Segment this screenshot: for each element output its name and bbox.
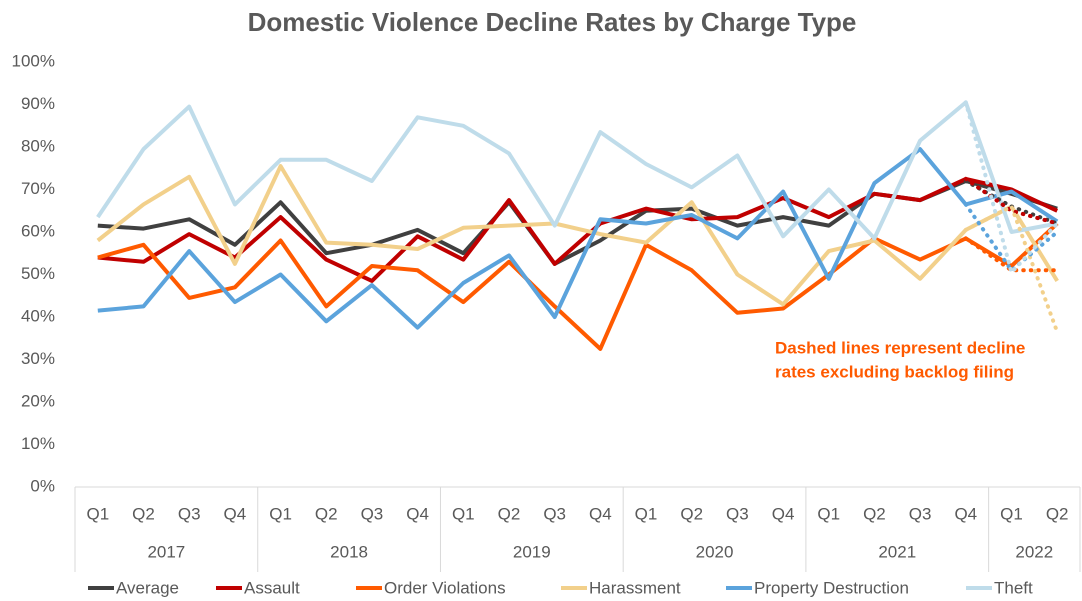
x-tick-label: Q3 — [361, 504, 384, 523]
series-line — [96, 100, 1058, 241]
x-tick-label: Q2 — [315, 504, 338, 523]
legend-label: Theft — [994, 578, 1033, 597]
year-label: 2020 — [696, 542, 734, 561]
y-tick-label: 20% — [21, 391, 55, 410]
x-tick-label: Q1 — [452, 504, 475, 523]
legend-label: Average — [116, 578, 179, 597]
x-tick-label: Q3 — [726, 504, 749, 523]
x-tick-label: Q4 — [772, 504, 795, 523]
x-tick-label: Q4 — [954, 504, 977, 523]
y-tick-label: 40% — [21, 306, 55, 325]
x-tick-label: Q1 — [269, 504, 292, 523]
legend-label: Property Destruction — [754, 578, 909, 597]
x-tick-label: Q3 — [178, 504, 201, 523]
dashed-line — [963, 100, 1060, 277]
series-line — [97, 176, 1059, 283]
x-tick-label: Q2 — [132, 504, 155, 523]
year-label: 2019 — [513, 542, 551, 561]
x-tick-label: Q4 — [589, 504, 612, 523]
annotation: rates excluding backlog filing — [775, 362, 1014, 381]
x-tick-label: Q1 — [635, 504, 658, 523]
y-tick-label: 70% — [21, 179, 55, 198]
x-tick-label: Q2 — [498, 504, 521, 523]
x-tick-label: Q2 — [863, 504, 886, 523]
y-tick-label: 10% — [21, 434, 55, 453]
year-label: 2017 — [147, 542, 185, 561]
y-tick-label: 100% — [12, 51, 55, 70]
y-tick-label: 0% — [30, 476, 55, 495]
y-tick-label: 80% — [21, 136, 55, 155]
y-tick-label: 30% — [21, 349, 55, 368]
legend-label: Assault — [244, 578, 300, 597]
x-tick-label: Q1 — [86, 504, 109, 523]
series-line — [96, 164, 1059, 307]
dashed-line — [963, 202, 1060, 274]
legend-label: Order Violations — [384, 578, 506, 597]
series-line — [97, 147, 1059, 330]
year-label: 2021 — [878, 542, 916, 561]
x-tick-label: Q2 — [680, 504, 703, 523]
legend-label: Harassment — [589, 578, 681, 597]
y-tick-label: 60% — [21, 221, 55, 240]
x-tick-label: Q4 — [224, 504, 247, 523]
series-line — [97, 222, 1059, 351]
year-label: 2022 — [1015, 542, 1053, 561]
chart-title: Domestic Violence Decline Rates by Charg… — [248, 7, 857, 37]
x-tick-label: Q3 — [909, 504, 932, 523]
x-tick-label: Q1 — [1000, 504, 1023, 523]
y-tick-label: 90% — [21, 94, 55, 113]
annotation: Dashed lines represent decline — [775, 338, 1025, 357]
year-label: 2018 — [330, 542, 368, 561]
dashed-line — [963, 203, 1060, 334]
y-tick-label: 50% — [21, 264, 55, 283]
x-tick-label: Q4 — [406, 504, 429, 523]
x-tick-label: Q3 — [543, 504, 566, 523]
x-tick-label: Q1 — [817, 504, 840, 523]
x-tick-label: Q2 — [1046, 504, 1069, 523]
